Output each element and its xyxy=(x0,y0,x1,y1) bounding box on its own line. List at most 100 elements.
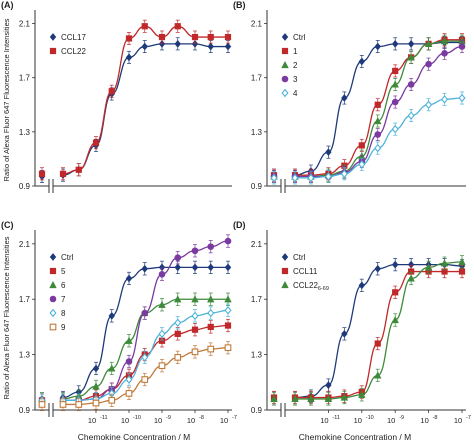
data-point xyxy=(92,382,100,390)
y-tick-label: 1.3 xyxy=(251,351,263,360)
panel-b: (B) 0.9 1.3 1.7 2.1 Ctrl 1 2 3 4 xyxy=(233,0,466,193)
data-point xyxy=(207,42,214,51)
data-point xyxy=(125,390,133,397)
legend-marker xyxy=(281,88,289,98)
x-tick-exponent: -7 xyxy=(466,415,471,421)
y-axis-label-bottom: Ratio of Alexa Fluor 647 Fluorescence In… xyxy=(2,236,11,399)
data-point xyxy=(224,263,232,272)
data-point xyxy=(374,371,382,379)
legend-label: CCL22 xyxy=(61,47,86,56)
legend-label: 9 xyxy=(61,323,66,332)
panel-label: (D) xyxy=(233,220,246,230)
data-point xyxy=(158,39,166,48)
data-point xyxy=(174,318,182,328)
data-point xyxy=(92,399,100,407)
legend-marker xyxy=(49,47,57,55)
data-point xyxy=(75,166,82,173)
y-tick-label: 0.9 xyxy=(251,182,263,191)
x-tick-label: 10 xyxy=(454,416,462,425)
series-6 xyxy=(38,341,232,412)
axis-break-gap xyxy=(49,403,53,417)
data-point xyxy=(358,281,365,290)
y-tick-label: 1.7 xyxy=(251,295,263,304)
x-tick-label: 10 xyxy=(354,416,362,425)
data-point xyxy=(424,263,433,271)
panel-d: (D) 0.9 1.3 1.7 2.1 10 -11 10 -10 10 -9 10 -8 10 -7 Ctr… xyxy=(233,220,471,425)
data-point xyxy=(191,33,199,41)
data-point xyxy=(191,263,199,272)
data-point xyxy=(92,364,100,373)
data-point xyxy=(191,295,199,303)
legend-marker xyxy=(281,33,289,41)
data-point xyxy=(158,33,166,41)
legend-marker xyxy=(49,295,57,303)
data-point xyxy=(207,295,215,303)
series-5 xyxy=(38,303,232,407)
data-point xyxy=(341,329,348,338)
data-point xyxy=(125,358,133,365)
y-tick-label: 2.1 xyxy=(19,20,31,29)
legend-label: CCL17 xyxy=(61,33,86,42)
data-point xyxy=(191,247,199,255)
data-point xyxy=(75,401,83,408)
data-point xyxy=(391,315,399,324)
data-point xyxy=(325,148,332,157)
x-tick-label: 10 xyxy=(187,416,195,425)
data-point xyxy=(141,353,149,362)
legend-marker xyxy=(281,267,289,275)
data-point xyxy=(158,329,166,339)
data-point xyxy=(374,131,382,138)
data-point xyxy=(92,139,100,146)
data-point xyxy=(392,289,399,296)
y-tick-label: 1.7 xyxy=(19,295,31,304)
data-point xyxy=(307,394,315,403)
legend: Ctrl 1 2 3 4 xyxy=(281,33,306,98)
series-line xyxy=(295,97,463,179)
series-line xyxy=(295,40,462,178)
legend-marker xyxy=(49,323,57,331)
data-point xyxy=(374,42,381,51)
data-point xyxy=(324,394,333,403)
data-point xyxy=(125,274,133,283)
data-point xyxy=(207,243,215,250)
data-point xyxy=(224,237,232,245)
data-point xyxy=(391,98,399,106)
data-point xyxy=(270,394,278,403)
x-tick-exponent: -8 xyxy=(199,415,204,421)
data-point xyxy=(458,93,466,103)
legend-label: Ctrl xyxy=(293,253,306,262)
series-line xyxy=(295,45,463,178)
x-tick-exponent: -10 xyxy=(133,415,141,421)
data-point xyxy=(358,142,365,149)
data-point xyxy=(125,53,133,62)
data-point xyxy=(458,257,466,265)
legend-label: CCL226-69 xyxy=(293,281,329,292)
panel-label: (C) xyxy=(1,220,14,230)
data-point xyxy=(224,344,232,352)
data-point xyxy=(38,401,46,408)
data-point xyxy=(325,381,332,389)
data-point xyxy=(125,35,133,42)
y-tick-label: 2.1 xyxy=(251,240,263,249)
data-point xyxy=(38,170,46,177)
data-point xyxy=(174,263,181,272)
x-tick-exponent: -10 xyxy=(366,415,374,421)
data-point xyxy=(441,50,448,57)
y-tick-label: 1.3 xyxy=(19,128,31,137)
legend-marker xyxy=(49,280,57,289)
series-3 xyxy=(270,255,466,406)
legend-label: 2 xyxy=(293,61,298,70)
data-point xyxy=(207,263,214,272)
data-point xyxy=(407,111,415,120)
data-point xyxy=(108,396,116,404)
data-point xyxy=(407,53,415,61)
data-point xyxy=(224,33,232,41)
data-point xyxy=(440,37,449,45)
data-point xyxy=(307,173,315,183)
data-point xyxy=(291,394,299,403)
y-tick-label: 1.3 xyxy=(251,128,263,137)
data-point xyxy=(424,39,433,47)
legend-label: Ctrl xyxy=(293,33,306,42)
y-tick-label: 2.1 xyxy=(251,20,263,29)
data-point xyxy=(391,124,399,134)
